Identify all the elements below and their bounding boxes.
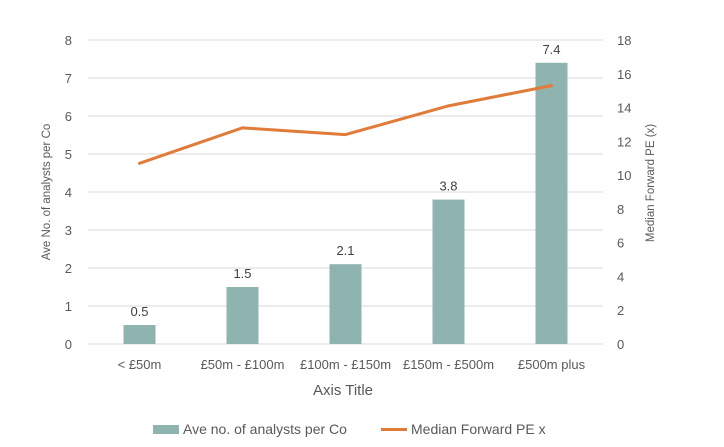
x-tick-label: £150m - £500m — [403, 357, 494, 372]
line-series — [138, 84, 553, 165]
pe-line — [138, 84, 553, 165]
left-tick-label: 4 — [65, 185, 72, 200]
right-tick-label: 16 — [617, 67, 631, 82]
left-axis-ticks: 0 1 2 3 4 5 6 7 8 — [65, 33, 72, 352]
bar — [432, 199, 465, 344]
left-tick-label: 5 — [65, 147, 72, 162]
x-tick-label: < £50m — [118, 357, 162, 372]
legend-label-bar: Ave no. of analysts per Co — [183, 421, 347, 437]
x-axis-ticks: < £50m £50m - £100m £100m - £150m £150m - £… — [118, 357, 586, 372]
right-tick-label: 2 — [617, 303, 624, 318]
right-tick-label: 14 — [617, 101, 631, 116]
bar — [329, 264, 362, 344]
left-tick-label: 3 — [65, 223, 72, 238]
left-tick-label: 7 — [65, 71, 72, 86]
bar — [535, 62, 568, 345]
left-tick-label: 0 — [65, 337, 72, 352]
right-axis-title: Median Forward PE (x) — [645, 124, 657, 242]
right-tick-label: 6 — [617, 236, 624, 251]
bar-data-label: 3.8 — [439, 179, 457, 194]
right-tick-label: 0 — [617, 337, 624, 352]
bar — [226, 287, 259, 344]
right-tick-label: 10 — [617, 168, 631, 183]
x-axis-title: Axis Title — [313, 382, 373, 399]
right-axis-ticks: 0 2 4 6 8 10 12 14 16 18 — [617, 33, 631, 352]
right-tick-label: 12 — [617, 134, 631, 149]
bar-data-label: 2.1 — [336, 243, 354, 258]
x-tick-label: £50m - £100m — [201, 357, 285, 372]
legend: Ave no. of analysts per Co Median Forwar… — [153, 421, 546, 437]
right-tick-label: 18 — [617, 33, 631, 48]
data-labels: 0.5 1.5 2.1 3.8 7.4 — [130, 42, 560, 319]
left-tick-label: 6 — [65, 109, 72, 124]
bar-data-label: 1.5 — [233, 266, 251, 281]
bar-data-label: 0.5 — [130, 304, 148, 319]
left-axis-title: Ave No. of analysts per Co — [41, 124, 53, 261]
bar-series — [123, 62, 568, 345]
left-tick-label: 2 — [65, 261, 72, 276]
right-tick-label: 4 — [617, 269, 624, 284]
legend-swatch-bar — [153, 425, 179, 434]
left-tick-label: 1 — [65, 299, 72, 314]
legend-label-line: Median Forward PE x — [411, 421, 546, 437]
x-tick-label: £100m - £150m — [300, 357, 391, 372]
bar — [123, 325, 156, 344]
bar-data-label: 7.4 — [542, 42, 560, 57]
x-tick-label: £500m plus — [518, 357, 586, 372]
left-tick-label: 8 — [65, 33, 72, 48]
right-tick-label: 8 — [617, 202, 624, 217]
gridlines — [88, 39, 603, 345]
